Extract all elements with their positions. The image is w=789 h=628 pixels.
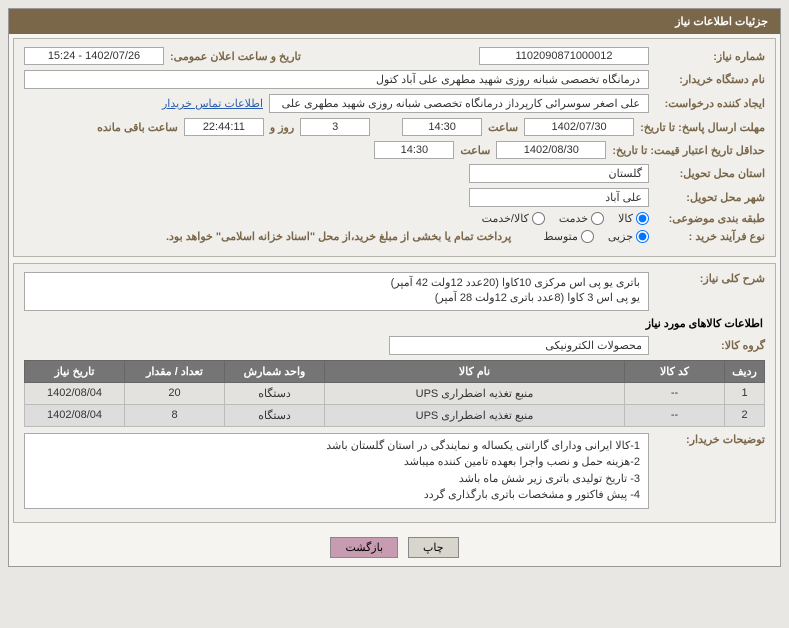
desc-field: باتری یو پی اس مرکزی 10کاوا (20عدد 12ولت… xyxy=(24,272,649,311)
th-row: ردیف xyxy=(725,360,765,382)
payment-note: پرداخت تمام یا بخشی از مبلغ خرید،از محل … xyxy=(166,230,511,243)
note-line: 3- تاریخ تولیدی باتری زیر شش ماه باشد xyxy=(33,471,640,488)
radio-service[interactable] xyxy=(591,212,604,225)
cell-qty: 20 xyxy=(125,382,225,404)
cell-date: 1402/08/04 xyxy=(25,404,125,426)
print-button[interactable]: چاپ xyxy=(408,537,459,558)
announce-label: تاریخ و ساعت اعلان عمومی: xyxy=(170,50,301,63)
radio-both-label: کالا/خدمت xyxy=(482,212,529,225)
radio-medium[interactable] xyxy=(581,230,594,243)
cell-unit: دستگاه xyxy=(225,404,325,426)
need-no-field: 1102090871000012 xyxy=(479,47,649,65)
days-remain: 3 xyxy=(300,118,370,136)
note-line: 1-کالا ایرانی ودارای گارانتی یکساله و نم… xyxy=(33,438,640,455)
desc-box: شرح کلی نیاز: باتری یو پی اس مرکزی 10کاو… xyxy=(13,263,776,523)
cell-code: -- xyxy=(625,404,725,426)
province-label: استان محل تحویل: xyxy=(655,167,765,180)
desc-label: شرح کلی نیاز: xyxy=(655,272,765,285)
category-radios: کالا خدمت کالا/خدمت xyxy=(482,212,649,225)
deadline-time: 14:30 xyxy=(402,118,482,136)
info-box: شماره نیاز: 1102090871000012 تاریخ و ساع… xyxy=(13,38,776,257)
th-date: تاریخ نیاز xyxy=(25,360,125,382)
table-row: 2 -- منبع تغذیه اضطراری UPS دستگاه 8 140… xyxy=(25,404,765,426)
time-label-2: ساعت xyxy=(460,144,490,157)
th-code: کد کالا xyxy=(625,360,725,382)
cell-name: منبع تغذیه اضطراری UPS xyxy=(325,404,625,426)
contact-link[interactable]: اطلاعات تماس خریدار xyxy=(162,97,263,110)
radio-partial[interactable] xyxy=(636,230,649,243)
back-button[interactable]: بازگشت xyxy=(330,537,398,558)
buytype-radios: جزیی متوسط xyxy=(543,230,649,243)
goods-table: ردیف کد کالا نام کالا واحد شمارش تعداد /… xyxy=(24,360,765,427)
goods-section-title: اطلاعات کالاهای مورد نیاز xyxy=(26,317,763,330)
radio-goods-label: کالا xyxy=(618,212,633,225)
announce-field: 1402/07/26 - 15:24 xyxy=(24,47,164,65)
deadline-date: 1402/07/30 xyxy=(524,118,634,136)
cell-name: منبع تغذیه اضطراری UPS xyxy=(325,382,625,404)
buyer-label: نام دستگاه خریدار: xyxy=(655,73,765,86)
radio-goods[interactable] xyxy=(636,212,649,225)
creator-field: علی اصغر سوسرائی کارپرداز درمانگاه تخصصی… xyxy=(269,94,649,113)
validity-label: حداقل تاریخ اعتبار قیمت: تا تاریخ: xyxy=(612,144,765,157)
table-row: 1 -- منبع تغذیه اضطراری UPS دستگاه 20 14… xyxy=(25,382,765,404)
cell-qty: 8 xyxy=(125,404,225,426)
notes-label: توضیحات خریدار: xyxy=(655,433,765,446)
panel-body: شماره نیاز: 1102090871000012 تاریخ و ساع… xyxy=(9,34,780,566)
radio-service-label: خدمت xyxy=(559,212,588,225)
cell-date: 1402/08/04 xyxy=(25,382,125,404)
note-line: 4- پیش فاکتور و مشخصات باتری بارگذاری گر… xyxy=(33,487,640,504)
province-field: گلستان xyxy=(469,164,649,183)
time-remain: 22:44:11 xyxy=(184,118,264,136)
validity-date: 1402/08/30 xyxy=(496,141,606,159)
notes-box: 1-کالا ایرانی ودارای گارانتی یکساله و نم… xyxy=(24,433,649,509)
days-label: روز و xyxy=(270,121,294,134)
cell-n: 2 xyxy=(725,404,765,426)
th-name: نام کالا xyxy=(325,360,625,382)
remain-label: ساعت باقی مانده xyxy=(97,121,178,134)
group-label: گروه کالا: xyxy=(655,339,765,352)
city-label: شهر محل تحویل: xyxy=(655,191,765,204)
note-line: 2-هزینه حمل و نصب واجرا بعهده تامین کنند… xyxy=(33,454,640,471)
th-qty: تعداد / مقدار xyxy=(125,360,225,382)
buytype-label: نوع فرآیند خرید : xyxy=(655,230,765,243)
desc-line2: یو پی اس 3 کاوا (8عدد باتری 12ولت 28 آمپ… xyxy=(33,291,640,306)
cell-unit: دستگاه xyxy=(225,382,325,404)
button-row: چاپ بازگشت xyxy=(13,529,776,562)
need-no-label: شماره نیاز: xyxy=(655,50,765,63)
radio-partial-label: جزیی xyxy=(608,230,633,243)
radio-medium-label: متوسط xyxy=(543,230,578,243)
group-field: محصولات الکترونیکی xyxy=(389,336,649,355)
creator-label: ایجاد کننده درخواست: xyxy=(655,97,765,110)
main-panel: جزئیات اطلاعات نیاز شماره نیاز: 11020908… xyxy=(8,8,781,567)
time-label-1: ساعت xyxy=(488,121,518,134)
desc-line1: باتری یو پی اس مرکزی 10کاوا (20عدد 12ولت… xyxy=(33,276,640,291)
th-unit: واحد شمارش xyxy=(225,360,325,382)
category-label: طبقه بندی موضوعی: xyxy=(655,212,765,225)
cell-n: 1 xyxy=(725,382,765,404)
cell-code: -- xyxy=(625,382,725,404)
buyer-field: درمانگاه تخصصی شبانه روزی شهید مطهری علی… xyxy=(24,70,649,89)
panel-title: جزئیات اطلاعات نیاز xyxy=(9,9,780,34)
radio-both[interactable] xyxy=(532,212,545,225)
validity-time: 14:30 xyxy=(374,141,454,159)
city-field: علی آباد xyxy=(469,188,649,207)
deadline-label: مهلت ارسال پاسخ: تا تاریخ: xyxy=(640,121,765,134)
